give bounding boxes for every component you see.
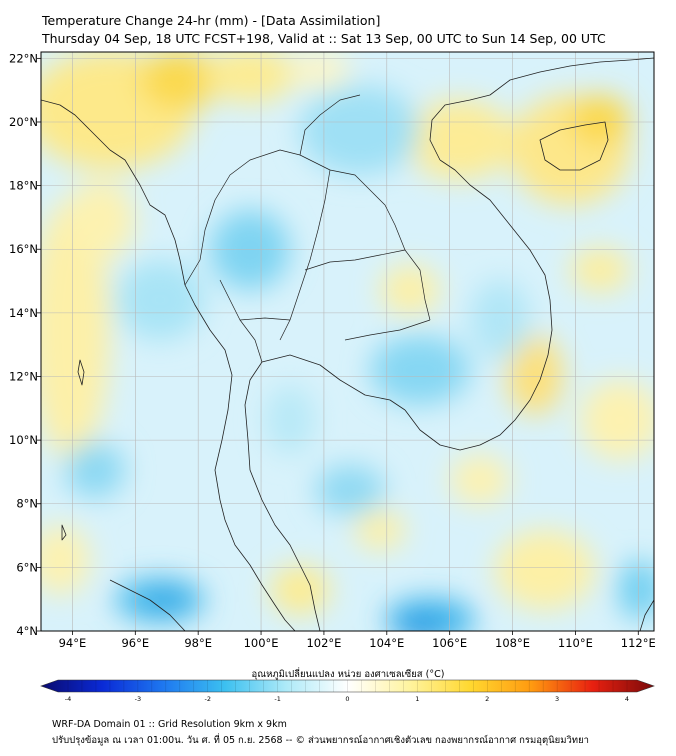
lat-tick-label: 22°N (9, 51, 38, 65)
country-borders (184, 94, 431, 363)
graticule (41, 52, 654, 631)
lat-tick-label: 10°N (9, 433, 38, 447)
peninsula-east-coast (244, 354, 406, 631)
colorbar-tick-label: 1 (415, 695, 419, 703)
temperature-field (41, 52, 654, 631)
borneo-coast (639, 599, 654, 631)
lon-tick-label: 100°E (244, 636, 279, 650)
lon-tick-label: 110°E (558, 636, 593, 650)
lon-tick-label: 102°E (306, 636, 341, 650)
coastlines-and-borders (41, 57, 654, 631)
andaman-islands (61, 359, 85, 541)
colorbar-tick-label: -3 (135, 695, 141, 703)
map-subtitle: Thursday 04 Sep, 18 UTC FCST+198, Valid … (42, 31, 606, 46)
map-title: Temperature Change 24-hr (mm) - [Data As… (42, 13, 381, 28)
colorbar-tick-label: -2 (205, 695, 211, 703)
weather-map: 94°E 96°E 98°E 100°E 102°E 104°E 106°E 108°E 110… (9, 51, 656, 703)
lat-tick-label: 8°N (16, 497, 38, 511)
lat-tick-label: 20°N (9, 115, 38, 129)
lat-tick-label: 14°N (9, 306, 38, 320)
lat-tick-label: 12°N (9, 369, 38, 383)
peninsula-west-coast (214, 374, 296, 631)
lon-tick-label: 104°E (369, 636, 404, 650)
colorbar-tick-label: -1 (274, 695, 280, 703)
myanmar-west-coast (41, 99, 233, 376)
map-frame (40, 51, 655, 632)
sumatra-coast (109, 579, 186, 631)
colorbar-tick-label: 4 (625, 695, 629, 703)
colorbar-bar (40, 679, 655, 693)
colorbar-tick-label: 0 (345, 695, 349, 703)
lon-tick-label: 108°E (495, 636, 530, 650)
colorbar-tick-label: -4 (65, 695, 71, 703)
lon-tick-label: 94°E (59, 636, 87, 650)
lon-tick-label: 112°E (621, 636, 656, 650)
indochina-south-coast (404, 159, 553, 451)
footer-credit: ปรับปรุงข้อมูล ณ เวลา 01:00น. วัน ศ. ที่… (52, 735, 589, 746)
colorbar-tick-label: 2 (485, 695, 489, 703)
china-coast (429, 57, 654, 161)
footer-model-info: WRF-DA Domain 01 :: Grid Resolution 9km … (52, 719, 287, 730)
lat-tick-label: 4°N (16, 624, 38, 638)
hainan-island (539, 121, 609, 171)
colorbar-label: อุณหภูมิเปลี่ยนแปลง หน่วย องศาเซลเซียส (… (252, 667, 445, 680)
lat-tick-label: 18°N (9, 179, 38, 193)
colorbar: อุณหภูมิเปลี่ยนแปลง หน่วย องศาเซลเซียส (… (40, 667, 655, 703)
lat-tick-label: 16°N (9, 242, 38, 256)
lon-tick-label: 96°E (121, 636, 149, 650)
colorbar-tick-label: 3 (555, 695, 559, 703)
lon-tick-label: 98°E (184, 636, 212, 650)
lon-tick-label: 106°E (432, 636, 467, 650)
lat-tick-label: 6°N (16, 560, 38, 574)
